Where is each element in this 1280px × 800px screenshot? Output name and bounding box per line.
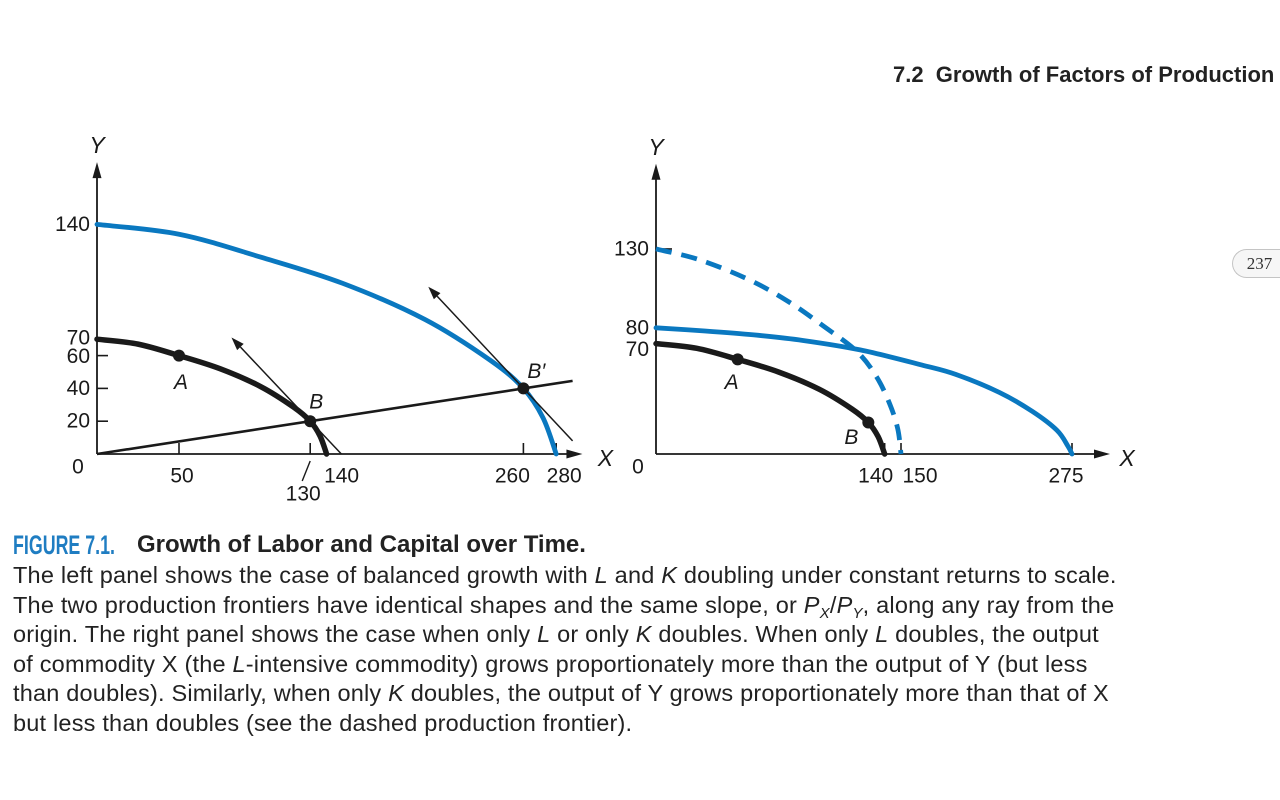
expanded-production-frontier [94,222,559,457]
y-axis-label: Y [648,134,665,160]
x-tick-label: 260 [495,465,530,488]
italic-symbol: L [875,621,889,648]
caption-line: origin. The right panel shows the case w… [13,620,1117,650]
tick-leader-line [301,460,311,482]
y-tick-label: 20 [67,410,90,433]
caption-text: -intensive commodity) grows proportionat… [245,650,1088,677]
point-marker [517,382,530,395]
page-number: 237 [1246,254,1273,273]
caption-body: The left panel shows the case of balance… [13,561,1117,739]
caption-text: or only [550,621,636,648]
subscript-text: Y [852,604,863,622]
caption-text: doubles. When only [651,621,876,648]
caption-line: The two production frontiers have identi… [13,591,1117,621]
page-number-tab: 237 [1232,249,1280,278]
origin-label: 0 [72,456,84,479]
price-line [436,295,574,442]
original-production-frontier [94,336,330,457]
x-tick-label: 275 [1048,465,1083,488]
price-line [239,346,342,455]
point-marker [304,415,317,428]
x-axis-label: X [1118,445,1136,471]
caption-text: than doubles). Similarly, when only [13,680,389,707]
caption-line: of commodity X (the L-intensive commodit… [13,650,1117,680]
x-tick-label: 140 [324,465,359,488]
x-tick-label: 280 [547,465,582,488]
caption-text: doubles, the output of Y grows proportio… [404,680,1109,707]
x-axis-label: X [597,445,615,471]
caption-text: The left panel shows the case of balance… [13,562,595,588]
price-line-arrow-icon [231,337,244,351]
y-axis-arrow-icon [92,162,102,179]
caption-line: but less than doubles (see the dashed pr… [13,709,1117,739]
italic-symbol: L [594,562,608,588]
italic-symbol: L [537,621,551,648]
point-label: A [723,371,739,394]
x-tick-label: 50 [170,465,193,488]
italic-symbol: L [232,650,246,677]
point-label: B [309,391,323,414]
figure-title: Growth of Labor and Capital over Time. [137,531,586,558]
point-marker [862,416,875,429]
origin-label: 0 [632,456,644,479]
caption-text: but less than doubles (see the dashed pr… [13,709,633,736]
y-tick-label: 40 [67,377,90,400]
section-header: 7.2 Growth of Factors of Production [893,62,1275,87]
ray-from-origin [96,379,573,456]
italic-symbol: K [661,562,678,588]
caption-line: than doubles). Similarly, when only K do… [13,679,1117,709]
figure-caption: FIGURE 7.1. Growth of Labor and Capital … [13,530,1273,750]
caption-text: / [829,591,837,618]
x-tick-label: 140 [858,465,893,488]
x-axis-arrow-icon [1094,449,1110,459]
price-line-arrow-icon [428,286,441,300]
point-marker [731,353,744,366]
point-label: B′ [527,360,546,383]
italic-symbol: K [635,621,652,648]
caption-text: doubling under constant returns to scale… [677,562,1117,588]
subscript-text: X [819,604,830,622]
caption-text: of commodity X (the [13,650,233,677]
caption-text: The two production frontiers have identi… [13,591,804,618]
y-tick-label: 70 [626,338,649,361]
caption-text: and [607,562,662,588]
x-tick-label: 130 [286,483,321,506]
figure-label: FIGURE 7.1. [13,530,116,560]
expanded-production-frontier [653,325,1075,457]
y-tick-label: 70 [67,327,90,350]
y-tick-label: 140 [55,213,90,236]
caption-text: , along any ray from the [862,591,1115,618]
y-tick-label: 130 [614,237,649,260]
y-tick-label: 80 [626,316,649,339]
italic-symbol: P [803,591,820,618]
point-label: A [172,371,188,394]
original-production-frontier [653,340,888,457]
italic-symbol: K [388,680,404,707]
x-axis-arrow-icon [566,449,583,459]
y-axis-label: Y [89,132,106,158]
point-marker [173,349,185,362]
point-label: B [844,426,858,449]
x-tick-label: 150 [902,465,937,488]
y-axis-arrow-icon [651,163,661,180]
y-tick-label: 60 [67,345,90,368]
italic-symbol: P [836,591,853,618]
caption-line: The left panel shows the case of balance… [13,561,1117,591]
caption-text: doubles, the output [888,621,1099,648]
caption-text: origin. The right panel shows the case w… [13,621,538,648]
